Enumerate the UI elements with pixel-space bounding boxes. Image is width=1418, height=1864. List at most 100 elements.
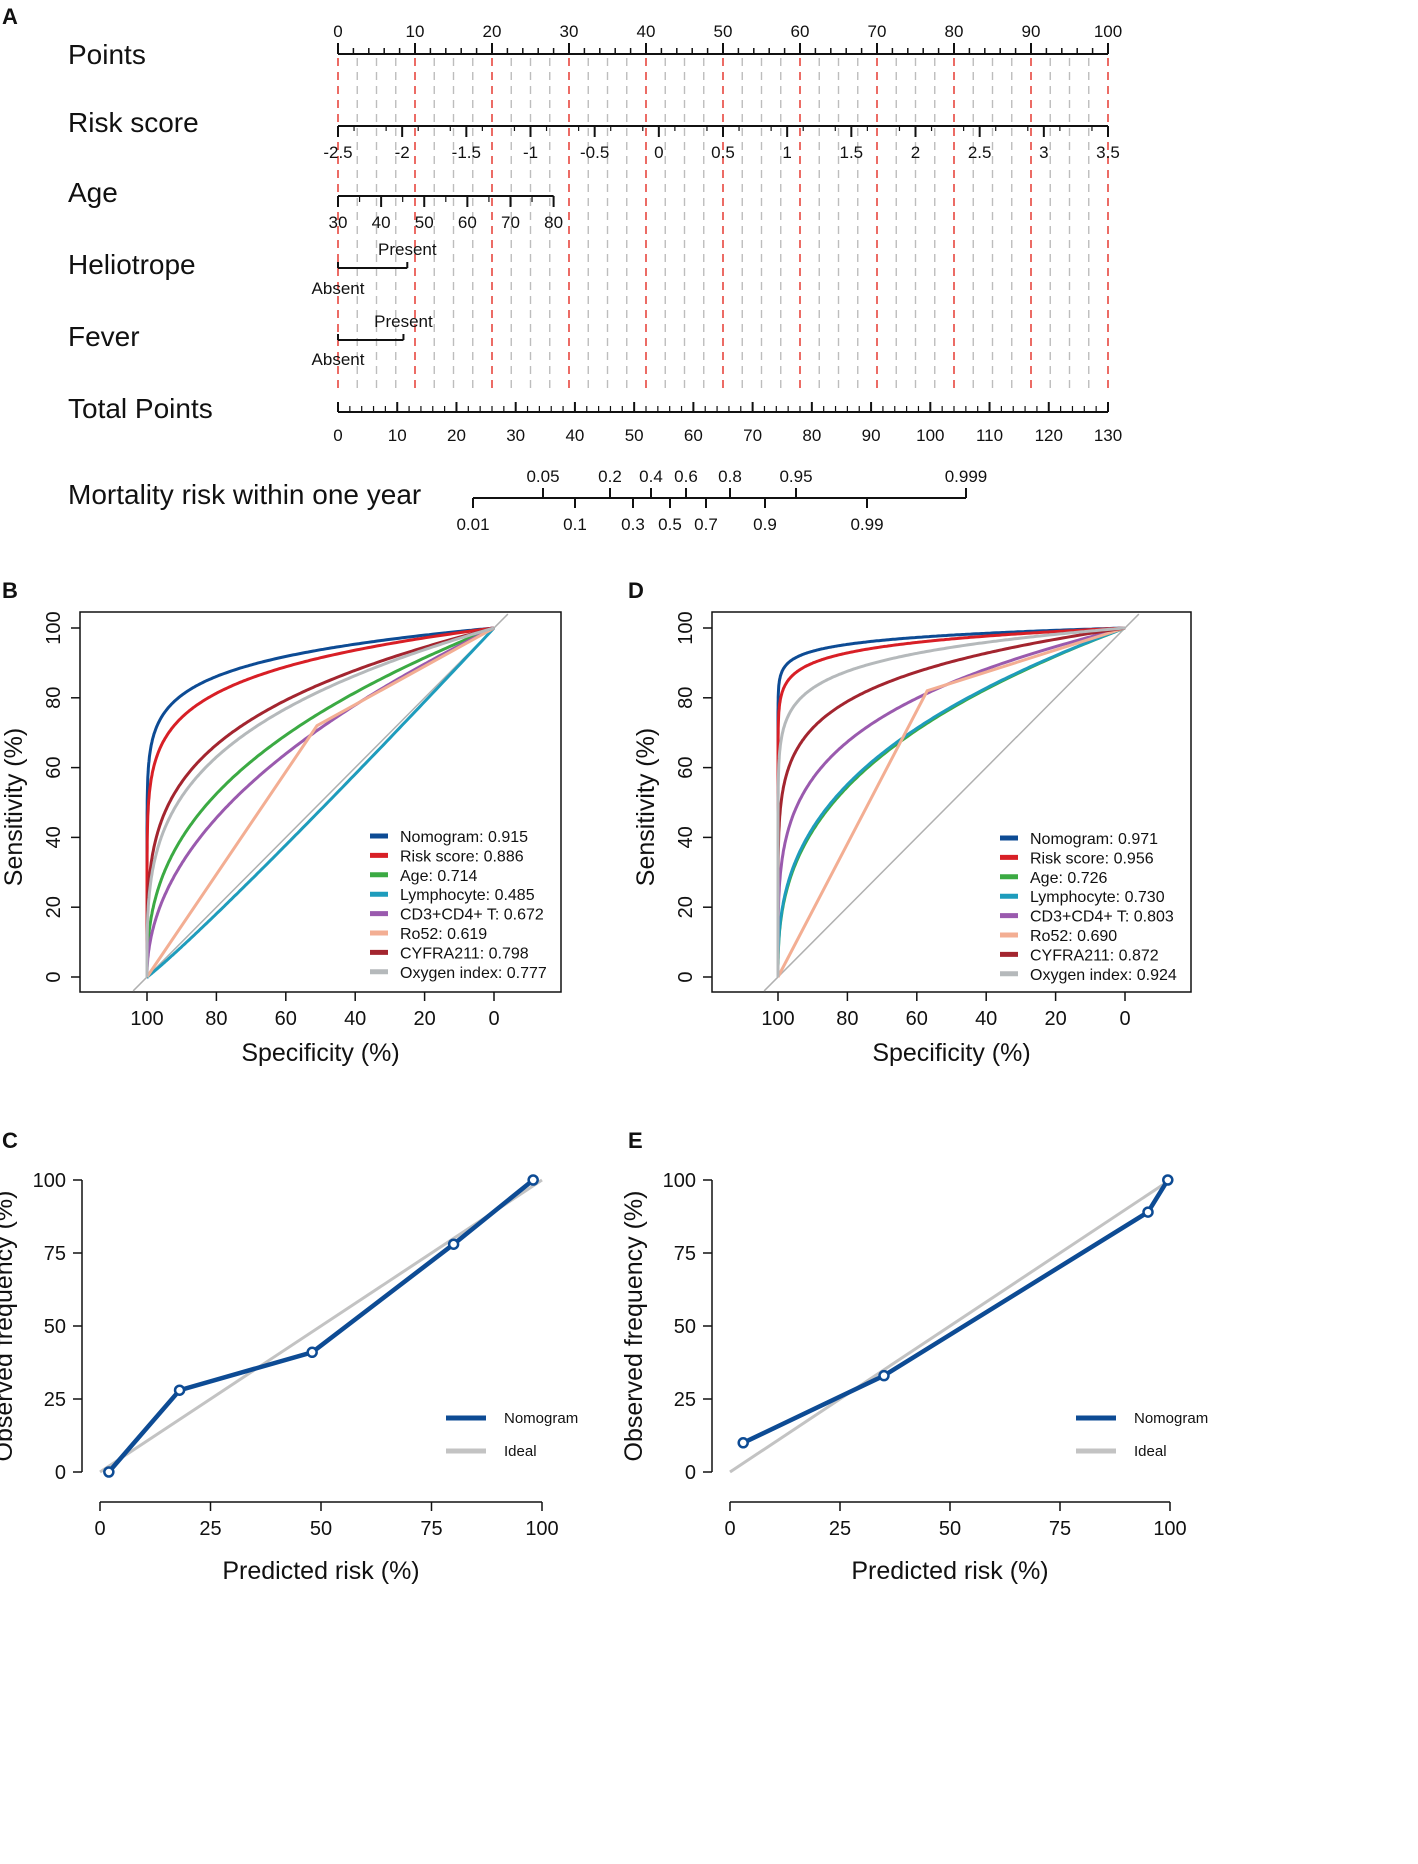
ideal-line — [99, 1178, 543, 1474]
diagonal-reference-line — [763, 613, 1140, 992]
risk-score-tick-label: -2 — [395, 143, 410, 162]
points-tick-label: 30 — [560, 22, 579, 41]
legend-entry-label: Age: 0.726 — [1030, 870, 1108, 887]
roc-curve-nomogram — [145, 626, 495, 977]
points-tick-label: 60 — [791, 22, 810, 41]
legend-entry-label: Risk score: 0.956 — [1030, 850, 1154, 867]
mortality-tick-label: 0.5 — [658, 515, 682, 534]
mortality-tick-label: 0.4 — [639, 467, 663, 486]
calibration-point — [306, 1346, 318, 1359]
x-tick-label: 75 — [1049, 1518, 1071, 1540]
calibration-panel-c: 0 25 50 75 100 0 25 50 75 100 Predicted risk (%) Ob… — [0, 1170, 578, 1585]
fever-present-label: Present — [374, 312, 433, 331]
y-tick-label: 50 — [674, 1316, 696, 1338]
points-tick-label: 20 — [483, 22, 502, 41]
y-axis-label: Sensitivity (%) — [0, 728, 28, 886]
risk-score-tick-label: 0 — [654, 143, 663, 162]
risk-score-tick-label: 0.5 — [711, 143, 735, 162]
roc-curve-nomogram — [776, 626, 1126, 977]
calibration-point — [1162, 1174, 1174, 1186]
x-tick-label: 80 — [205, 1008, 227, 1030]
mortality-tick-label: 0.9 — [753, 515, 777, 534]
age-tick-label: 60 — [458, 213, 477, 232]
points-tick-label: 80 — [945, 22, 964, 41]
x-tick-label: 20 — [413, 1008, 435, 1030]
calibration-point — [878, 1369, 890, 1382]
calibration-point — [173, 1384, 186, 1396]
total-points-tick-label: 30 — [506, 426, 525, 445]
y-tick-label: 25 — [44, 1389, 66, 1411]
mortality-tick-label: 0.01 — [456, 515, 489, 534]
y-tick-label: 50 — [44, 1316, 66, 1338]
nomogram-row-label: Age — [68, 177, 118, 208]
age-tick-label: 40 — [372, 213, 391, 232]
plot-frame — [79, 611, 562, 993]
nomogram-row-label: Fever — [68, 321, 140, 352]
calibration-point — [737, 1437, 749, 1449]
mortality-tick-label: 0.6 — [674, 467, 698, 486]
total-points-tick-label: 100 — [916, 426, 944, 445]
x-tick-label: 80 — [836, 1008, 858, 1030]
legend-entry-label: Oxygen index: 0.924 — [1030, 967, 1177, 984]
x-tick-label: 100 — [525, 1518, 558, 1540]
y-tick-label: 40 — [675, 826, 697, 848]
mortality-tick-label: 0.99 — [850, 515, 883, 534]
total-points-tick-label: 110 — [976, 426, 1003, 445]
total-points-tick-label: 20 — [447, 426, 466, 445]
mortality-tick-label: 0.95 — [779, 467, 812, 486]
total-points-tick-label: 0 — [333, 426, 342, 445]
risk-score-tick-label: 3.5 — [1096, 143, 1120, 162]
heliotrope-absent-label: Absent — [312, 279, 365, 298]
legend-entry-label: Lymphocyte: 0.485 — [400, 887, 535, 904]
x-tick-label: 0 — [1119, 1008, 1130, 1030]
roc-curve-oxygen-index — [776, 626, 1126, 977]
panel-label-e: E — [628, 1128, 643, 1153]
legend-entry-label: Nomogram: 0.915 — [400, 829, 528, 846]
panel-label-c: C — [2, 1128, 18, 1153]
legend-entry-label: CD3+CD4+ T: 0.803 — [1030, 909, 1174, 926]
legend-entry-label: Nomogram — [1134, 1410, 1208, 1427]
x-tick-label: 0 — [724, 1518, 735, 1540]
y-tick-label: 0 — [685, 1462, 696, 1484]
roc-curve-ro52 — [145, 626, 495, 978]
legend-entry-label: Nomogram — [504, 1410, 578, 1427]
risk-score-tick-label: -2.5 — [323, 143, 352, 162]
age-tick-label: 80 — [544, 213, 563, 232]
legend-entry-label: Oxygen index: 0.777 — [400, 965, 547, 982]
diagonal-reference-line — [132, 613, 509, 992]
roc-curve-ro52 — [776, 626, 1126, 978]
x-tick-label: 100 — [761, 1008, 794, 1030]
points-tick-label: 100 — [1094, 22, 1122, 41]
y-axis-label: Observed frequency (%) — [0, 1191, 18, 1462]
x-tick-label: 50 — [939, 1518, 961, 1540]
risk-score-tick-label: -1 — [523, 143, 538, 162]
x-tick-label: 0 — [94, 1518, 105, 1540]
mortality-tick-label: 0.2 — [598, 467, 622, 486]
legend-entry-label: Ideal — [1134, 1443, 1167, 1460]
points-tick-label: 50 — [714, 22, 733, 41]
risk-score-tick-label: 1.5 — [840, 143, 864, 162]
legend-entry-label: Ideal — [504, 1443, 537, 1460]
y-tick-label: 100 — [663, 1170, 696, 1192]
legend-entry-label: Age: 0.714 — [400, 868, 478, 885]
nomogram-panel: Points Risk score Age Heliotrope Fever Total … — [68, 22, 1122, 534]
roc-curve-lymphocyte — [776, 626, 1126, 977]
nomogram-row-label: Total Points — [68, 393, 213, 424]
nomogram-row-label: Points — [68, 39, 146, 70]
plot-frame — [711, 611, 1192, 993]
roc-panel-b: 100 80 60 40 20 0 0 20 40 60 80 100 Specificity (%) S… — [0, 611, 562, 1067]
panel-label-d: D — [628, 578, 644, 603]
risk-score-tick-label: 2.5 — [968, 143, 992, 162]
y-tick-label: 0 — [55, 1462, 66, 1484]
panel-label-a: A — [2, 4, 18, 29]
roc-curve-cyfra211 — [776, 626, 1126, 977]
mortality-tick-label: 0.7 — [694, 515, 718, 534]
roc-curve-lymphocyte — [145, 626, 496, 979]
y-tick-label: 75 — [44, 1243, 66, 1265]
y-tick-label: 25 — [674, 1389, 696, 1411]
points-tick-label: 10 — [406, 22, 425, 41]
x-axis-label: Predicted risk (%) — [851, 1557, 1048, 1585]
age-tick-label: 50 — [415, 213, 434, 232]
y-axis-label: Observed frequency (%) — [620, 1191, 648, 1462]
x-tick-label: 50 — [310, 1518, 332, 1540]
